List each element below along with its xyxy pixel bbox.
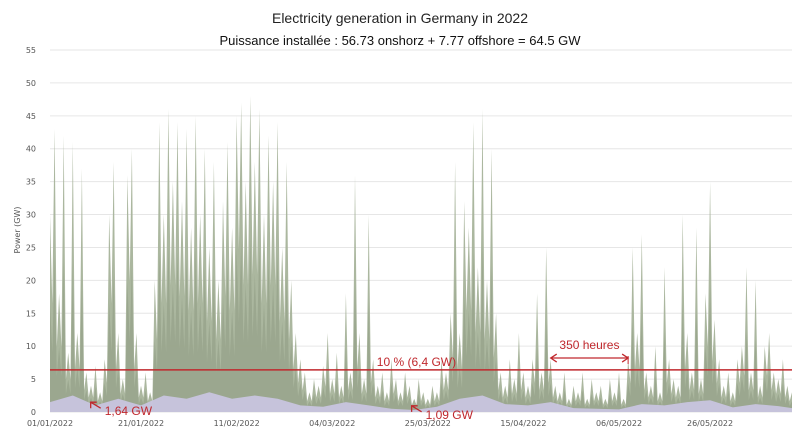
duration-arrow-left [549, 353, 558, 363]
x-tick-label: 25/03/2022 [405, 419, 451, 428]
axes: 0 5 10 15 20 25 30 35 40 45 50 55 01/01/2022 21/01/20… [26, 46, 733, 428]
duration-label: 350 heures [559, 338, 619, 352]
y-tick-label: 50 [26, 79, 36, 88]
y-tick-label: 35 [26, 178, 36, 187]
chart-title: Electricity generation in Germany in 202… [272, 10, 528, 26]
annotations: 10 % (6,4 GW) 1,64 GW 1,09 GW 350 heures [50, 338, 792, 422]
min-value-arrowhead [90, 401, 97, 409]
reference-line-label: 10 % (6,4 GW) [377, 355, 456, 369]
y-tick-label: 10 [26, 342, 36, 351]
onshore-core-area [50, 238, 792, 412]
min-value-label: 1,09 GW [426, 408, 474, 422]
y-tick-label: 20 [26, 276, 36, 285]
min-value-arrow [411, 405, 422, 413]
y-tick-label: 0 [31, 408, 36, 417]
x-tick-label: 01/01/2022 [27, 419, 73, 428]
x-tick-label: 11/02/2022 [214, 419, 260, 428]
series-areas [50, 96, 792, 412]
min-value-arrow [90, 401, 102, 409]
chart-subtitle: Puissance installée : 56.73 onshorz + 7.… [219, 33, 581, 48]
x-tick-label: 15/04/2022 [500, 419, 546, 428]
y-tick-label: 15 [26, 309, 36, 318]
min-value-arrowhead [410, 405, 418, 412]
y-tick-label: 30 [26, 211, 36, 220]
y-tick-label: 55 [26, 46, 36, 55]
y-tick-label: 45 [26, 112, 36, 121]
x-tick-label: 06/05/2022 [596, 419, 642, 428]
x-tick-label: 21/01/2022 [118, 419, 164, 428]
offshore-area [50, 392, 792, 412]
y-tick-label: 5 [31, 375, 36, 384]
x-tick-label: 04/03/2022 [309, 419, 355, 428]
x-tick-label: 26/05/2022 [687, 419, 733, 428]
min-value-label: 1,64 GW [105, 404, 153, 418]
y-axis-label: Power (GW) [13, 206, 22, 253]
y-tick-label: 40 [26, 145, 36, 154]
y-tick-label: 25 [26, 243, 36, 252]
